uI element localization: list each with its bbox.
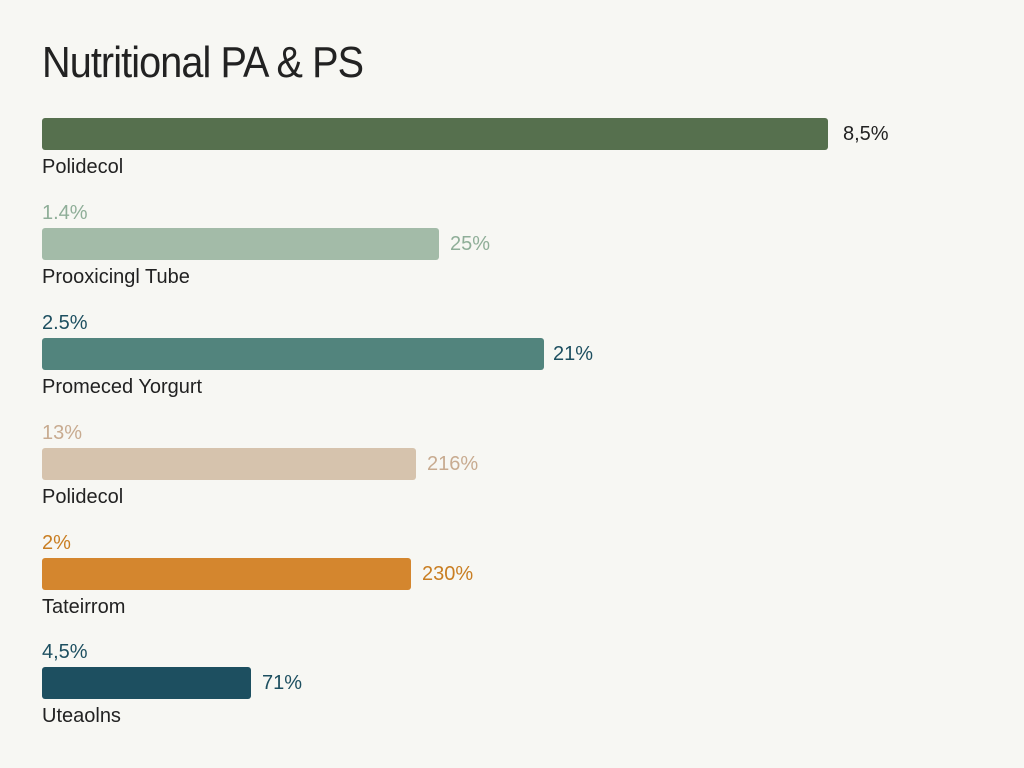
row-name: Promeced Yorgurt [42,376,203,398]
top-label: 13% [42,422,83,444]
row-name: Uteaolns [42,705,121,727]
bar [42,228,439,260]
bar [42,558,411,590]
top-label: 2% [42,532,71,554]
bar-row: 4,5% 71% Uteaolns [42,641,1002,768]
value-label: 21% [553,343,594,365]
value-label: 25% [450,233,491,255]
row-name: Polidecol [42,156,124,178]
bar [42,667,251,699]
bar-row: 1.4% 25% Prooxicingl Tube [42,202,1002,338]
bar [42,338,544,370]
bar [42,118,828,150]
value-label: 230% [422,563,474,585]
bar-row: 2.5% 21% Promeced Yorgurt [42,312,1002,448]
top-label: 4,5% [42,641,88,663]
bar [42,448,416,480]
bar-row: 2% 230% Tateirrom [42,532,1002,668]
value-label: 71% [262,672,303,694]
top-label: 2.5% [42,312,88,334]
row-name: Tateirrom [42,596,126,618]
row-name: Prooxicingl Tube [42,266,190,288]
value-label: 8,5% [843,123,889,145]
value-label: 216% [427,453,479,475]
row-name: Polidecol [42,486,124,508]
title: Nutritional PA & PS [42,38,364,87]
bar-row: 13% 216% Polidecol [42,422,1002,558]
bar-row: 8,5% Polidecol [42,118,1002,228]
top-label: 1.4% [42,202,88,224]
